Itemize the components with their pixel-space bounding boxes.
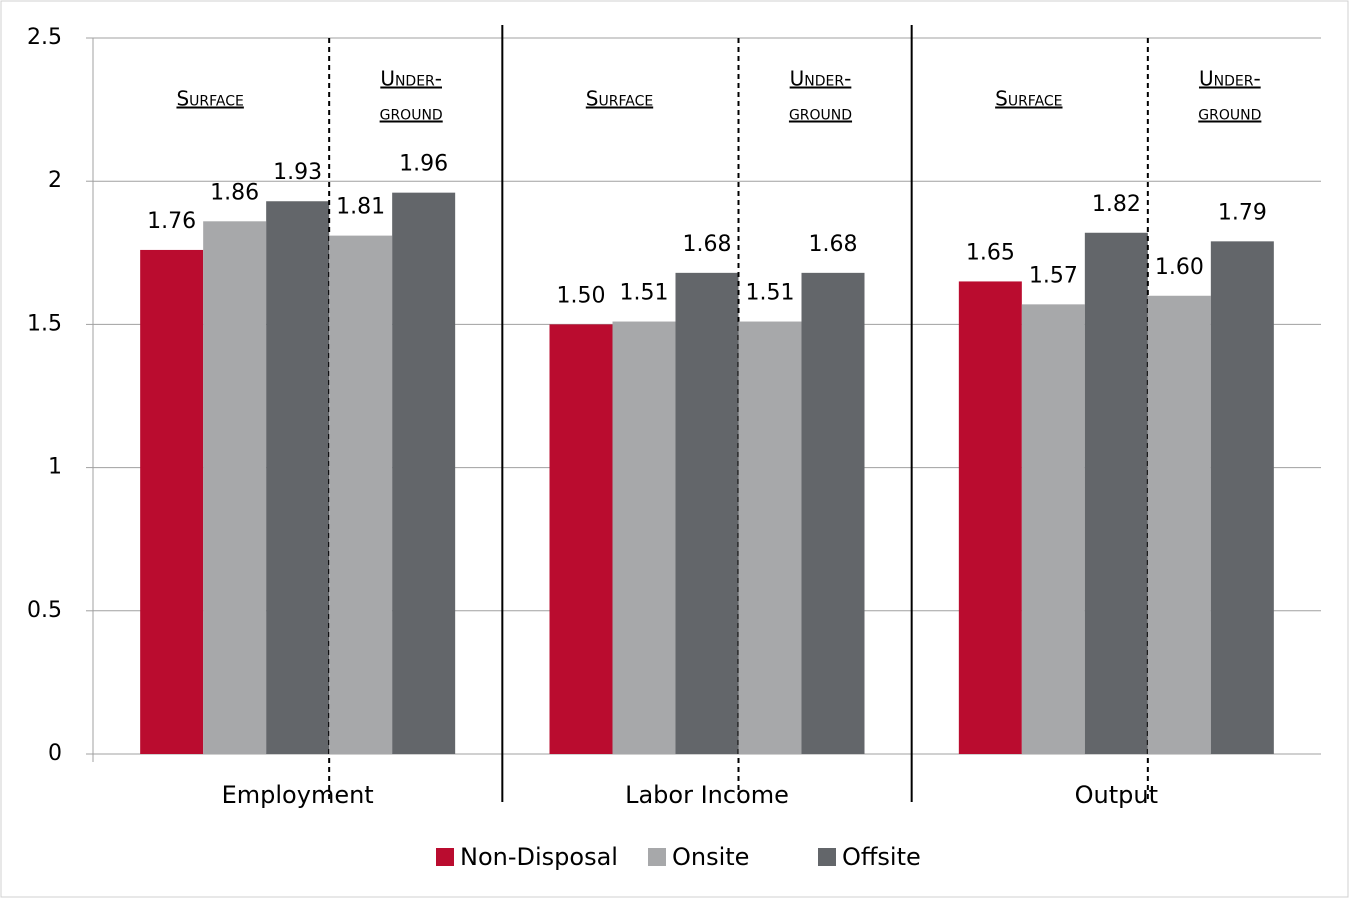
section-label: Under-: [380, 67, 442, 91]
y-tick-label: 2.5: [27, 25, 62, 50]
bar: [1210, 241, 1274, 754]
legend-label: Offsite: [842, 843, 921, 871]
bar: [738, 321, 802, 754]
bar: [801, 272, 865, 754]
bar: [140, 249, 204, 754]
bar: [266, 201, 330, 755]
bar: [203, 221, 267, 754]
section-label: ground: [789, 101, 852, 125]
section-label: ground: [1198, 101, 1261, 125]
value-label: 1.76: [147, 209, 196, 234]
value-label: 1.68: [809, 232, 858, 257]
value-label: 1.79: [1218, 200, 1267, 225]
bar: [392, 192, 456, 754]
bar: [1147, 295, 1211, 754]
value-label: 1.82: [1092, 192, 1141, 217]
bar: [958, 281, 1022, 754]
value-label: 1.60: [1155, 255, 1204, 280]
value-label: 1.68: [683, 232, 732, 257]
y-tick-label: 1: [48, 455, 62, 480]
legend-label: Non-Disposal: [460, 843, 618, 871]
bar: [549, 324, 613, 754]
value-label: 1.51: [746, 281, 795, 306]
value-label: 1.81: [336, 195, 385, 220]
section-label: Surface: [586, 87, 653, 111]
value-label: 1.86: [210, 180, 259, 205]
section-label: Under-: [1199, 67, 1261, 91]
bar: [675, 272, 739, 754]
x-tick-label: Employment: [222, 781, 374, 809]
bar: [1021, 304, 1085, 754]
y-tick-label: 1.5: [27, 311, 62, 336]
legend-swatch: [818, 848, 836, 866]
legend-swatch: [648, 848, 666, 866]
section-label: ground: [380, 101, 443, 125]
value-label: 1.93: [273, 160, 322, 185]
bar: [329, 235, 393, 755]
value-label: 1.96: [399, 152, 448, 177]
section-label: Surface: [995, 87, 1062, 111]
value-label: 1.50: [557, 283, 606, 308]
bar: [1084, 232, 1148, 754]
y-tick-label: 0: [48, 741, 62, 766]
legend-swatch: [436, 848, 454, 866]
x-tick-label: Output: [1075, 781, 1158, 809]
legend-label: Onsite: [672, 843, 749, 871]
section-label: Surface: [176, 87, 243, 111]
y-tick-label: 2: [48, 168, 62, 193]
value-label: 1.57: [1029, 263, 1078, 288]
y-tick-label: 0.5: [27, 598, 62, 623]
value-label: 1.65: [966, 240, 1015, 265]
value-label: 1.51: [620, 281, 669, 306]
bar: [612, 321, 676, 754]
section-label: Under-: [790, 67, 852, 91]
x-tick-label: Labor Income: [625, 781, 789, 809]
